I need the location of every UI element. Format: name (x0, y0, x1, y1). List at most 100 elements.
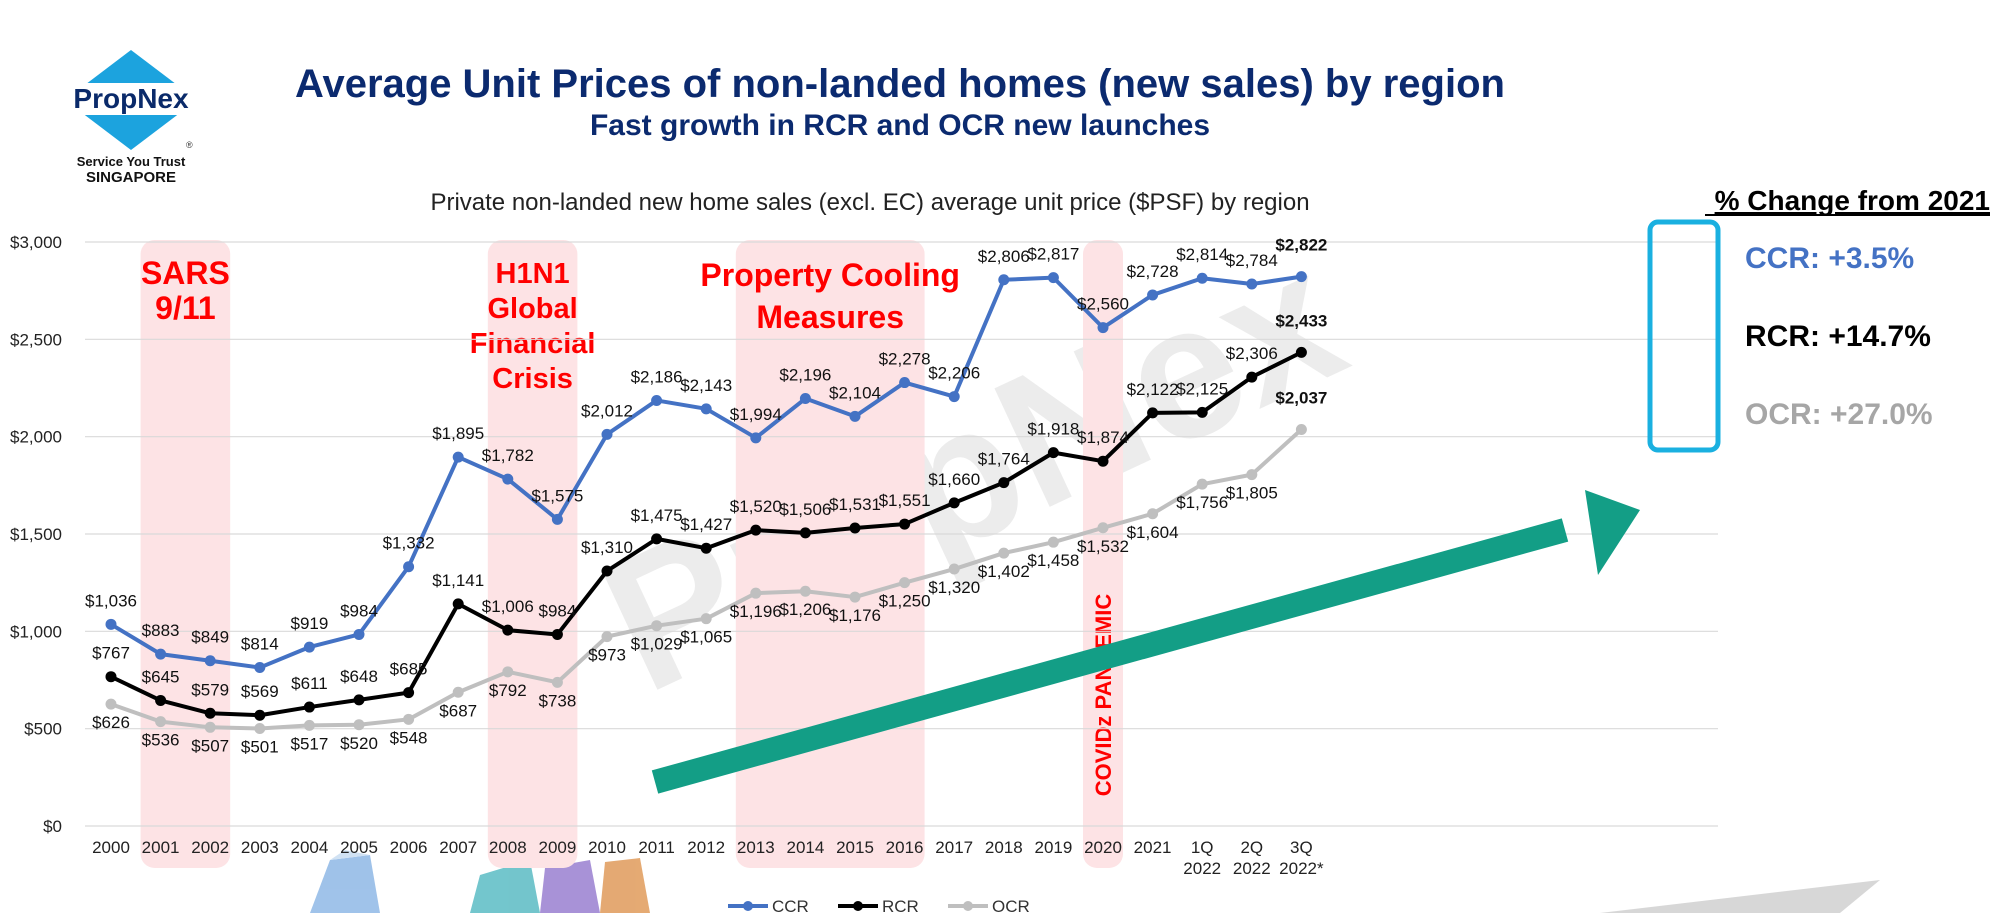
data-point-ccr (799, 393, 811, 405)
x-tick-label: 2001 (142, 838, 180, 857)
data-point-rcr (353, 694, 365, 706)
x-tick-label: 2008 (489, 838, 527, 857)
data-label-ocr: $1,250 (879, 592, 931, 611)
x-tick-label: 2019 (1034, 838, 1072, 857)
data-point-ocr (998, 547, 1010, 559)
data-point-ocr (502, 666, 514, 678)
data-point-ccr (750, 432, 762, 444)
data-label-ocr: $1,320 (928, 578, 980, 597)
x-tick-label: 2018 (985, 838, 1023, 857)
propnex-logo: PropNex ® Service You Trust SINGAPORE (60, 50, 202, 186)
x-tick-label: 2Q (1240, 838, 1263, 857)
data-point-ccr (998, 274, 1010, 286)
event-band-label: H1N1 (496, 258, 570, 290)
data-point-ocr (799, 585, 811, 597)
data-label-rcr: $1,427 (680, 515, 732, 534)
data-label-ccr: $1,895 (432, 424, 484, 443)
data-label-ccr: $2,814 (1176, 245, 1228, 264)
x-tick-label: 2022 (1183, 859, 1221, 878)
data-label-ocr: $687 (439, 701, 477, 720)
data-point-rcr (502, 624, 514, 636)
data-point-rcr (948, 497, 960, 509)
data-point-rcr (204, 707, 216, 719)
y-tick-label: $1,000 (10, 622, 62, 641)
data-point-rcr (1246, 371, 1258, 383)
data-label-ocr: $792 (489, 681, 527, 700)
data-label-rcr: $767 (92, 644, 130, 663)
data-label-ocr: $1,065 (680, 628, 732, 647)
data-label-ccr: $2,143 (680, 376, 732, 395)
data-point-ocr (403, 713, 415, 725)
data-point-ocr (254, 722, 266, 734)
x-tick-label: 3Q (1290, 838, 1313, 857)
data-label-rcr: $579 (191, 680, 229, 699)
data-label-ocr: $973 (588, 646, 626, 665)
data-label-ocr: $501 (241, 737, 279, 756)
data-label-ccr: $984 (340, 601, 378, 620)
data-label-ocr: $536 (142, 731, 180, 750)
data-label-rcr: $1,475 (631, 506, 683, 525)
data-point-ocr (105, 698, 117, 710)
x-tick-label: 1Q (1191, 838, 1214, 857)
x-tick-label: 2004 (290, 838, 328, 857)
data-point-ocr (353, 719, 365, 731)
data-label-ocr: $520 (340, 734, 378, 753)
data-point-ccr (849, 410, 861, 422)
data-label-ccr: $814 (241, 635, 279, 654)
x-tick-label: 2022 (1233, 859, 1271, 878)
event-band (487, 240, 578, 868)
event-band-label: Property Cooling (700, 257, 960, 293)
data-point-ccr (1196, 272, 1208, 284)
data-point-rcr (750, 524, 762, 536)
data-label-ocr: $1,196 (730, 602, 782, 621)
logo-brand: PropNex (73, 83, 189, 114)
data-label-ccr: $883 (142, 621, 180, 640)
x-tick-label: 2021 (1134, 838, 1172, 857)
data-point-rcr (849, 522, 861, 534)
data-point-ccr (254, 662, 266, 674)
event-band-label: Global (487, 293, 577, 325)
y-tick-label: $500 (24, 720, 62, 739)
x-tick-label: 2011 (638, 838, 675, 857)
data-point-ccr (1246, 278, 1258, 290)
data-label-ccr: $1,036 (85, 591, 137, 610)
data-label-ccr: $1,994 (730, 405, 782, 424)
x-tick-label: 2015 (836, 838, 874, 857)
data-label-ocr: $2,037 (1275, 388, 1327, 407)
data-point-rcr (1047, 447, 1059, 459)
data-point-rcr (700, 542, 712, 554)
legend-label-rcr: RCR (882, 897, 919, 913)
data-label-ocr: $1,029 (631, 635, 683, 654)
data-label-ocr: $626 (92, 713, 130, 732)
x-tick-label: 2012 (687, 838, 725, 857)
data-label-ccr: $2,186 (631, 367, 683, 386)
data-label-ccr: $2,196 (779, 366, 831, 385)
data-point-ocr (1047, 536, 1059, 548)
x-tick-label: 2016 (886, 838, 924, 857)
data-point-ccr (651, 394, 663, 406)
data-label-rcr: $1,918 (1027, 420, 1079, 439)
data-label-rcr: $1,141 (432, 571, 484, 590)
legend-label-ccr: CCR (772, 897, 809, 913)
data-label-ccr: $2,822 (1275, 236, 1327, 255)
data-label-ocr: $1,756 (1176, 493, 1228, 512)
y-tick-label: $1,500 (10, 525, 62, 544)
legend-marker-icon (853, 901, 863, 911)
data-label-ccr: $849 (191, 628, 229, 647)
x-tick-label: 2000 (92, 838, 130, 857)
data-point-ocr (899, 577, 911, 589)
data-label-ocr: $1,458 (1027, 551, 1079, 570)
event-band-label: Measures (756, 299, 904, 335)
data-point-ocr (303, 719, 315, 731)
data-label-ocr: $1,604 (1127, 523, 1179, 542)
logo-registered: ® (186, 140, 193, 150)
data-point-ocr (155, 716, 167, 728)
data-label-rcr: $1,551 (879, 491, 931, 510)
data-label-ocr: $507 (191, 736, 229, 755)
data-label-rcr: $2,125 (1176, 379, 1228, 398)
data-label-rcr: $645 (142, 667, 180, 686)
data-point-rcr (403, 687, 415, 699)
event-band (140, 240, 231, 868)
x-tick-label: 2002 (191, 838, 229, 857)
change-item: RCR: +14.7% (1745, 320, 1931, 353)
